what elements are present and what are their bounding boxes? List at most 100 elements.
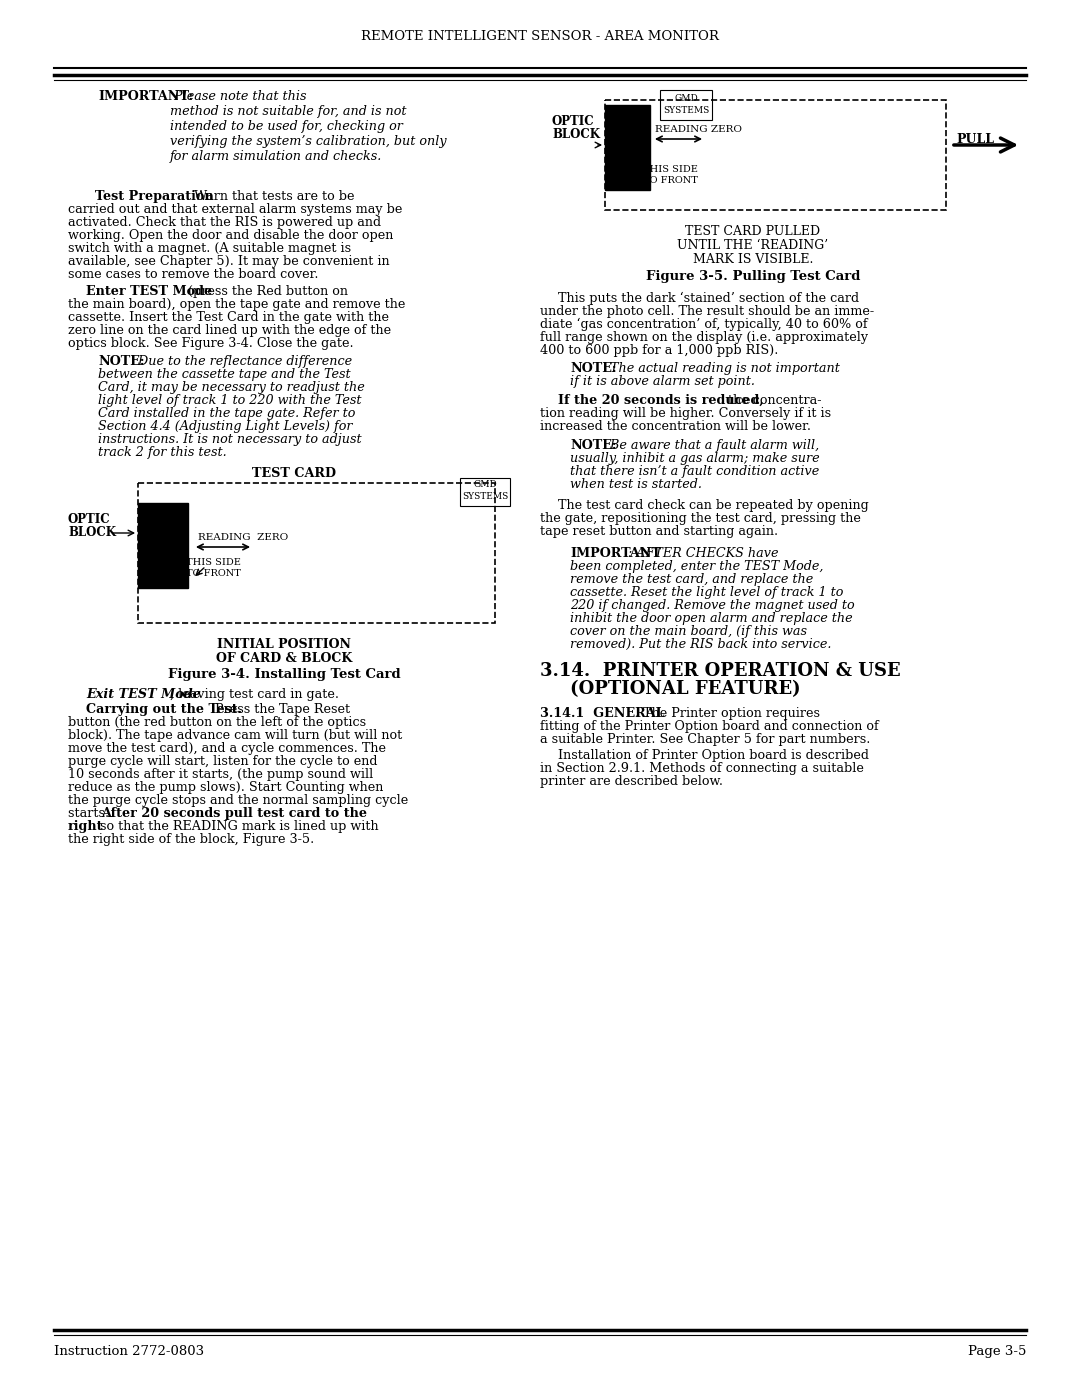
Text: activated. Check that the RIS is powered up and: activated. Check that the RIS is powered…	[68, 217, 381, 229]
Text: switch with a magnet. (A suitable magnet is: switch with a magnet. (A suitable magnet…	[68, 242, 351, 256]
Polygon shape	[605, 105, 650, 190]
Text: the concentra-: the concentra-	[724, 394, 822, 407]
Text: TEST CARD PULLED: TEST CARD PULLED	[686, 225, 821, 237]
Text: After 20 seconds pull test card to the: After 20 seconds pull test card to the	[102, 807, 367, 820]
Text: cover on the main board, (if this was: cover on the main board, (if this was	[570, 624, 807, 638]
Text: the purge cycle stops and the normal sampling cycle: the purge cycle stops and the normal sam…	[68, 793, 408, 807]
Text: Instruction 2772-0803: Instruction 2772-0803	[54, 1345, 204, 1358]
Text: that there isn’t a fault condition active: that there isn’t a fault condition activ…	[570, 465, 820, 478]
Text: . Warn that tests are to be: . Warn that tests are to be	[186, 190, 354, 203]
Text: TO FRONT: TO FRONT	[643, 176, 698, 184]
Text: the gate, repositioning the test card, pressing the: the gate, repositioning the test card, p…	[540, 511, 861, 525]
Text: if it is above alarm set point.: if it is above alarm set point.	[570, 374, 755, 388]
Text: Be aware that a fault alarm will,: Be aware that a fault alarm will,	[606, 439, 819, 453]
Text: Enter TEST Mode: Enter TEST Mode	[86, 285, 212, 298]
Text: READING  ZERO: READING ZERO	[198, 534, 288, 542]
Text: the main board), open the tape gate and remove the: the main board), open the tape gate and …	[68, 298, 405, 312]
Text: starts.: starts.	[68, 807, 113, 820]
Text: remove the test card, and replace the: remove the test card, and replace the	[570, 573, 813, 585]
Text: OPTIC: OPTIC	[68, 513, 110, 527]
Text: NOTE:: NOTE:	[570, 362, 617, 374]
Text: NOTE:: NOTE:	[98, 355, 145, 367]
Text: Section 4.4 (Adjusting Light Levels) for: Section 4.4 (Adjusting Light Levels) for	[98, 420, 352, 433]
Text: OF CARD & BLOCK: OF CARD & BLOCK	[216, 652, 352, 665]
Text: optics block. See Figure 3-4. Close the gate.: optics block. See Figure 3-4. Close the …	[68, 337, 353, 351]
Text: 400 to 600 ppb for a 1,000 ppb RIS).: 400 to 600 ppb for a 1,000 ppb RIS).	[540, 344, 779, 358]
Text: Card, it may be necessary to readjust the: Card, it may be necessary to readjust th…	[98, 381, 365, 394]
Text: Card installed in the tape gate. Refer to: Card installed in the tape gate. Refer t…	[98, 407, 355, 420]
Text: 3.14.1  GENERAL: 3.14.1 GENERAL	[540, 707, 664, 719]
Text: instructions. It is not necessary to adjust: instructions. It is not necessary to adj…	[98, 433, 362, 446]
Text: purge cycle will start, listen for the cycle to end: purge cycle will start, listen for the c…	[68, 754, 378, 768]
Text: THIS SIDE: THIS SIDE	[186, 557, 241, 567]
Text: working. Open the door and disable the door open: working. Open the door and disable the d…	[68, 229, 393, 242]
Text: This puts the dark ‘stained’ section of the card: This puts the dark ‘stained’ section of …	[558, 292, 859, 305]
Text: Exit TEST Mode: Exit TEST Mode	[86, 687, 201, 701]
Text: a suitable Printer. See Chapter 5 for part numbers.: a suitable Printer. See Chapter 5 for pa…	[540, 733, 870, 746]
Text: been completed, enter the TEST Mode,: been completed, enter the TEST Mode,	[570, 560, 823, 573]
Text: The test card check can be repeated by opening: The test card check can be repeated by o…	[558, 499, 868, 511]
Text: If the 20 seconds is reduced,: If the 20 seconds is reduced,	[558, 394, 764, 407]
Text: light level of track 1 to 220 with the Test: light level of track 1 to 220 with the T…	[98, 394, 362, 407]
Text: Installation of Printer Option board is described: Installation of Printer Option board is …	[558, 749, 869, 761]
Text: OPTIC: OPTIC	[552, 115, 595, 129]
Text: REMOTE INTELLIGENT SENSOR - AREA MONITOR: REMOTE INTELLIGENT SENSOR - AREA MONITOR	[361, 29, 719, 43]
Text: THIS SIDE: THIS SIDE	[643, 165, 698, 175]
Text: Figure 3-5. Pulling Test Card: Figure 3-5. Pulling Test Card	[646, 270, 860, 284]
Text: cassette. Insert the Test Card in the gate with the: cassette. Insert the Test Card in the ga…	[68, 312, 389, 324]
Text: MARK IS VISIBLE.: MARK IS VISIBLE.	[692, 253, 813, 265]
Text: 220 if changed. Remove the magnet used to: 220 if changed. Remove the magnet used t…	[570, 599, 854, 612]
Text: NOTE:: NOTE:	[570, 439, 617, 453]
Text: inhibit the door open alarm and replace the: inhibit the door open alarm and replace …	[570, 612, 852, 624]
Text: move the test card), and a cycle commences. The: move the test card), and a cycle commenc…	[68, 742, 386, 754]
Text: READING ZERO: READING ZERO	[654, 124, 742, 134]
Text: available, see Chapter 5). It may be convenient in: available, see Chapter 5). It may be con…	[68, 256, 390, 268]
Text: fitting of the Printer Option board and connection of: fitting of the Printer Option board and …	[540, 719, 879, 733]
Text: block). The tape advance cam will turn (but will not: block). The tape advance cam will turn (…	[68, 729, 402, 742]
Text: usually, inhibit a gas alarm; make sure: usually, inhibit a gas alarm; make sure	[570, 453, 820, 465]
Text: GMD: GMD	[473, 481, 497, 489]
Text: when test is started.: when test is started.	[570, 478, 702, 490]
Text: so that the READING mark is lined up with: so that the READING mark is lined up wit…	[96, 820, 379, 833]
Text: Test Preparation: Test Preparation	[68, 190, 214, 203]
Text: button (the red button on the left of the optics: button (the red button on the left of th…	[68, 717, 366, 729]
Text: BLOCK: BLOCK	[68, 527, 116, 539]
Text: TO FRONT: TO FRONT	[186, 569, 241, 578]
Text: between the cassette tape and the Test: between the cassette tape and the Test	[98, 367, 351, 381]
Text: diate ‘gas concentration’ of, typically, 40 to 60% of: diate ‘gas concentration’ of, typically,…	[540, 319, 867, 331]
Text: the right side of the block, Figure 3-5.: the right side of the block, Figure 3-5.	[68, 833, 314, 847]
Text: (press the Red button on: (press the Red button on	[184, 285, 348, 298]
Text: printer are described below.: printer are described below.	[540, 775, 723, 788]
Text: (OPTIONAL FEATURE): (OPTIONAL FEATURE)	[570, 680, 800, 698]
Text: IMPORTANT:: IMPORTANT:	[98, 89, 193, 103]
Text: IMPORTANT: IMPORTANT	[570, 548, 661, 560]
Text: Page 3-5: Page 3-5	[968, 1345, 1026, 1358]
Text: some cases to remove the board cover.: some cases to remove the board cover.	[68, 268, 319, 281]
Text: TEST CARD: TEST CARD	[252, 467, 336, 481]
Text: under the photo cell. The result should be an imme-: under the photo cell. The result should …	[540, 305, 874, 319]
Polygon shape	[138, 503, 188, 588]
Text: reduce as the pump slows). Start Counting when: reduce as the pump slows). Start Countin…	[68, 781, 383, 793]
Text: right: right	[68, 820, 104, 833]
Text: BLOCK: BLOCK	[552, 129, 600, 141]
Text: carried out and that external alarm systems may be: carried out and that external alarm syst…	[68, 203, 403, 217]
Text: : AFTER CHECKS have: : AFTER CHECKS have	[627, 548, 779, 560]
Text: increased the concentration will be lower.: increased the concentration will be lowe…	[540, 420, 811, 433]
Text: , leaving test card in gate.: , leaving test card in gate.	[170, 687, 339, 701]
Text: zero line on the card lined up with the edge of the: zero line on the card lined up with the …	[68, 324, 391, 337]
Text: removed). Put the RIS back into service.: removed). Put the RIS back into service.	[570, 638, 832, 651]
Text: full range shown on the display (i.e. approximately: full range shown on the display (i.e. ap…	[540, 331, 868, 344]
Text: tape reset button and starting again.: tape reset button and starting again.	[540, 525, 778, 538]
Text: tion reading will be higher. Conversely if it is: tion reading will be higher. Conversely …	[540, 407, 832, 420]
Text: Press the Tape Reset: Press the Tape Reset	[211, 703, 350, 717]
Text: PULL: PULL	[956, 133, 994, 147]
Text: SYSTEMS: SYSTEMS	[462, 492, 508, 502]
Text: Carrying out the Test.: Carrying out the Test.	[86, 703, 242, 717]
Text: Figure 3-4. Installing Test Card: Figure 3-4. Installing Test Card	[167, 668, 401, 680]
Text: 3.14.  PRINTER OPERATION & USE: 3.14. PRINTER OPERATION & USE	[540, 662, 901, 680]
Text: SYSTEMS: SYSTEMS	[663, 106, 710, 115]
Text: track 2 for this test.: track 2 for this test.	[98, 446, 227, 460]
Text: UNTIL THE ‘READING’: UNTIL THE ‘READING’	[677, 239, 828, 251]
Text: The actual reading is not important: The actual reading is not important	[606, 362, 840, 374]
Text: INITIAL POSITION: INITIAL POSITION	[217, 638, 351, 651]
